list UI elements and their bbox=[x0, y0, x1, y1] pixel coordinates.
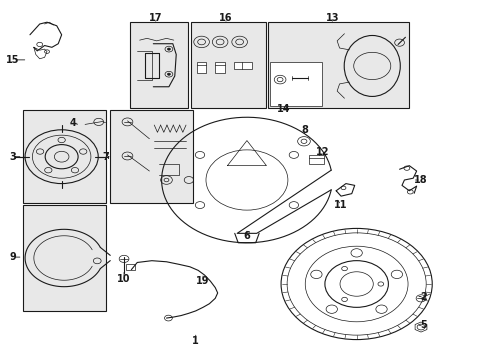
Text: 6: 6 bbox=[243, 231, 250, 240]
Text: 15: 15 bbox=[6, 55, 20, 65]
Bar bbox=[233, 62, 251, 69]
Bar bbox=[22, 110, 105, 203]
Bar bbox=[126, 264, 135, 270]
Bar bbox=[267, 22, 408, 108]
Text: 8: 8 bbox=[301, 125, 307, 135]
Bar bbox=[190, 22, 266, 108]
Bar bbox=[270, 62, 321, 106]
Circle shape bbox=[167, 73, 170, 75]
Text: 9: 9 bbox=[9, 252, 16, 262]
Bar bbox=[196, 62, 206, 73]
Text: 3: 3 bbox=[9, 152, 16, 162]
Text: 7: 7 bbox=[102, 152, 109, 162]
Bar bbox=[215, 62, 224, 73]
Text: 14: 14 bbox=[276, 104, 290, 114]
Text: 1: 1 bbox=[192, 336, 199, 346]
Text: 16: 16 bbox=[219, 13, 232, 23]
Text: 5: 5 bbox=[420, 320, 427, 330]
Bar bbox=[110, 110, 193, 203]
Bar bbox=[22, 205, 105, 311]
Circle shape bbox=[167, 48, 170, 50]
Text: 19: 19 bbox=[196, 276, 209, 286]
Text: 2: 2 bbox=[420, 292, 427, 302]
Text: 13: 13 bbox=[325, 13, 338, 23]
Bar bbox=[309, 155, 324, 163]
Text: 17: 17 bbox=[149, 13, 162, 23]
Text: 11: 11 bbox=[334, 200, 347, 210]
Text: 4: 4 bbox=[69, 118, 76, 128]
Text: 18: 18 bbox=[413, 175, 427, 185]
Bar bbox=[130, 22, 188, 108]
Text: 12: 12 bbox=[315, 147, 328, 157]
Text: 10: 10 bbox=[117, 274, 131, 284]
